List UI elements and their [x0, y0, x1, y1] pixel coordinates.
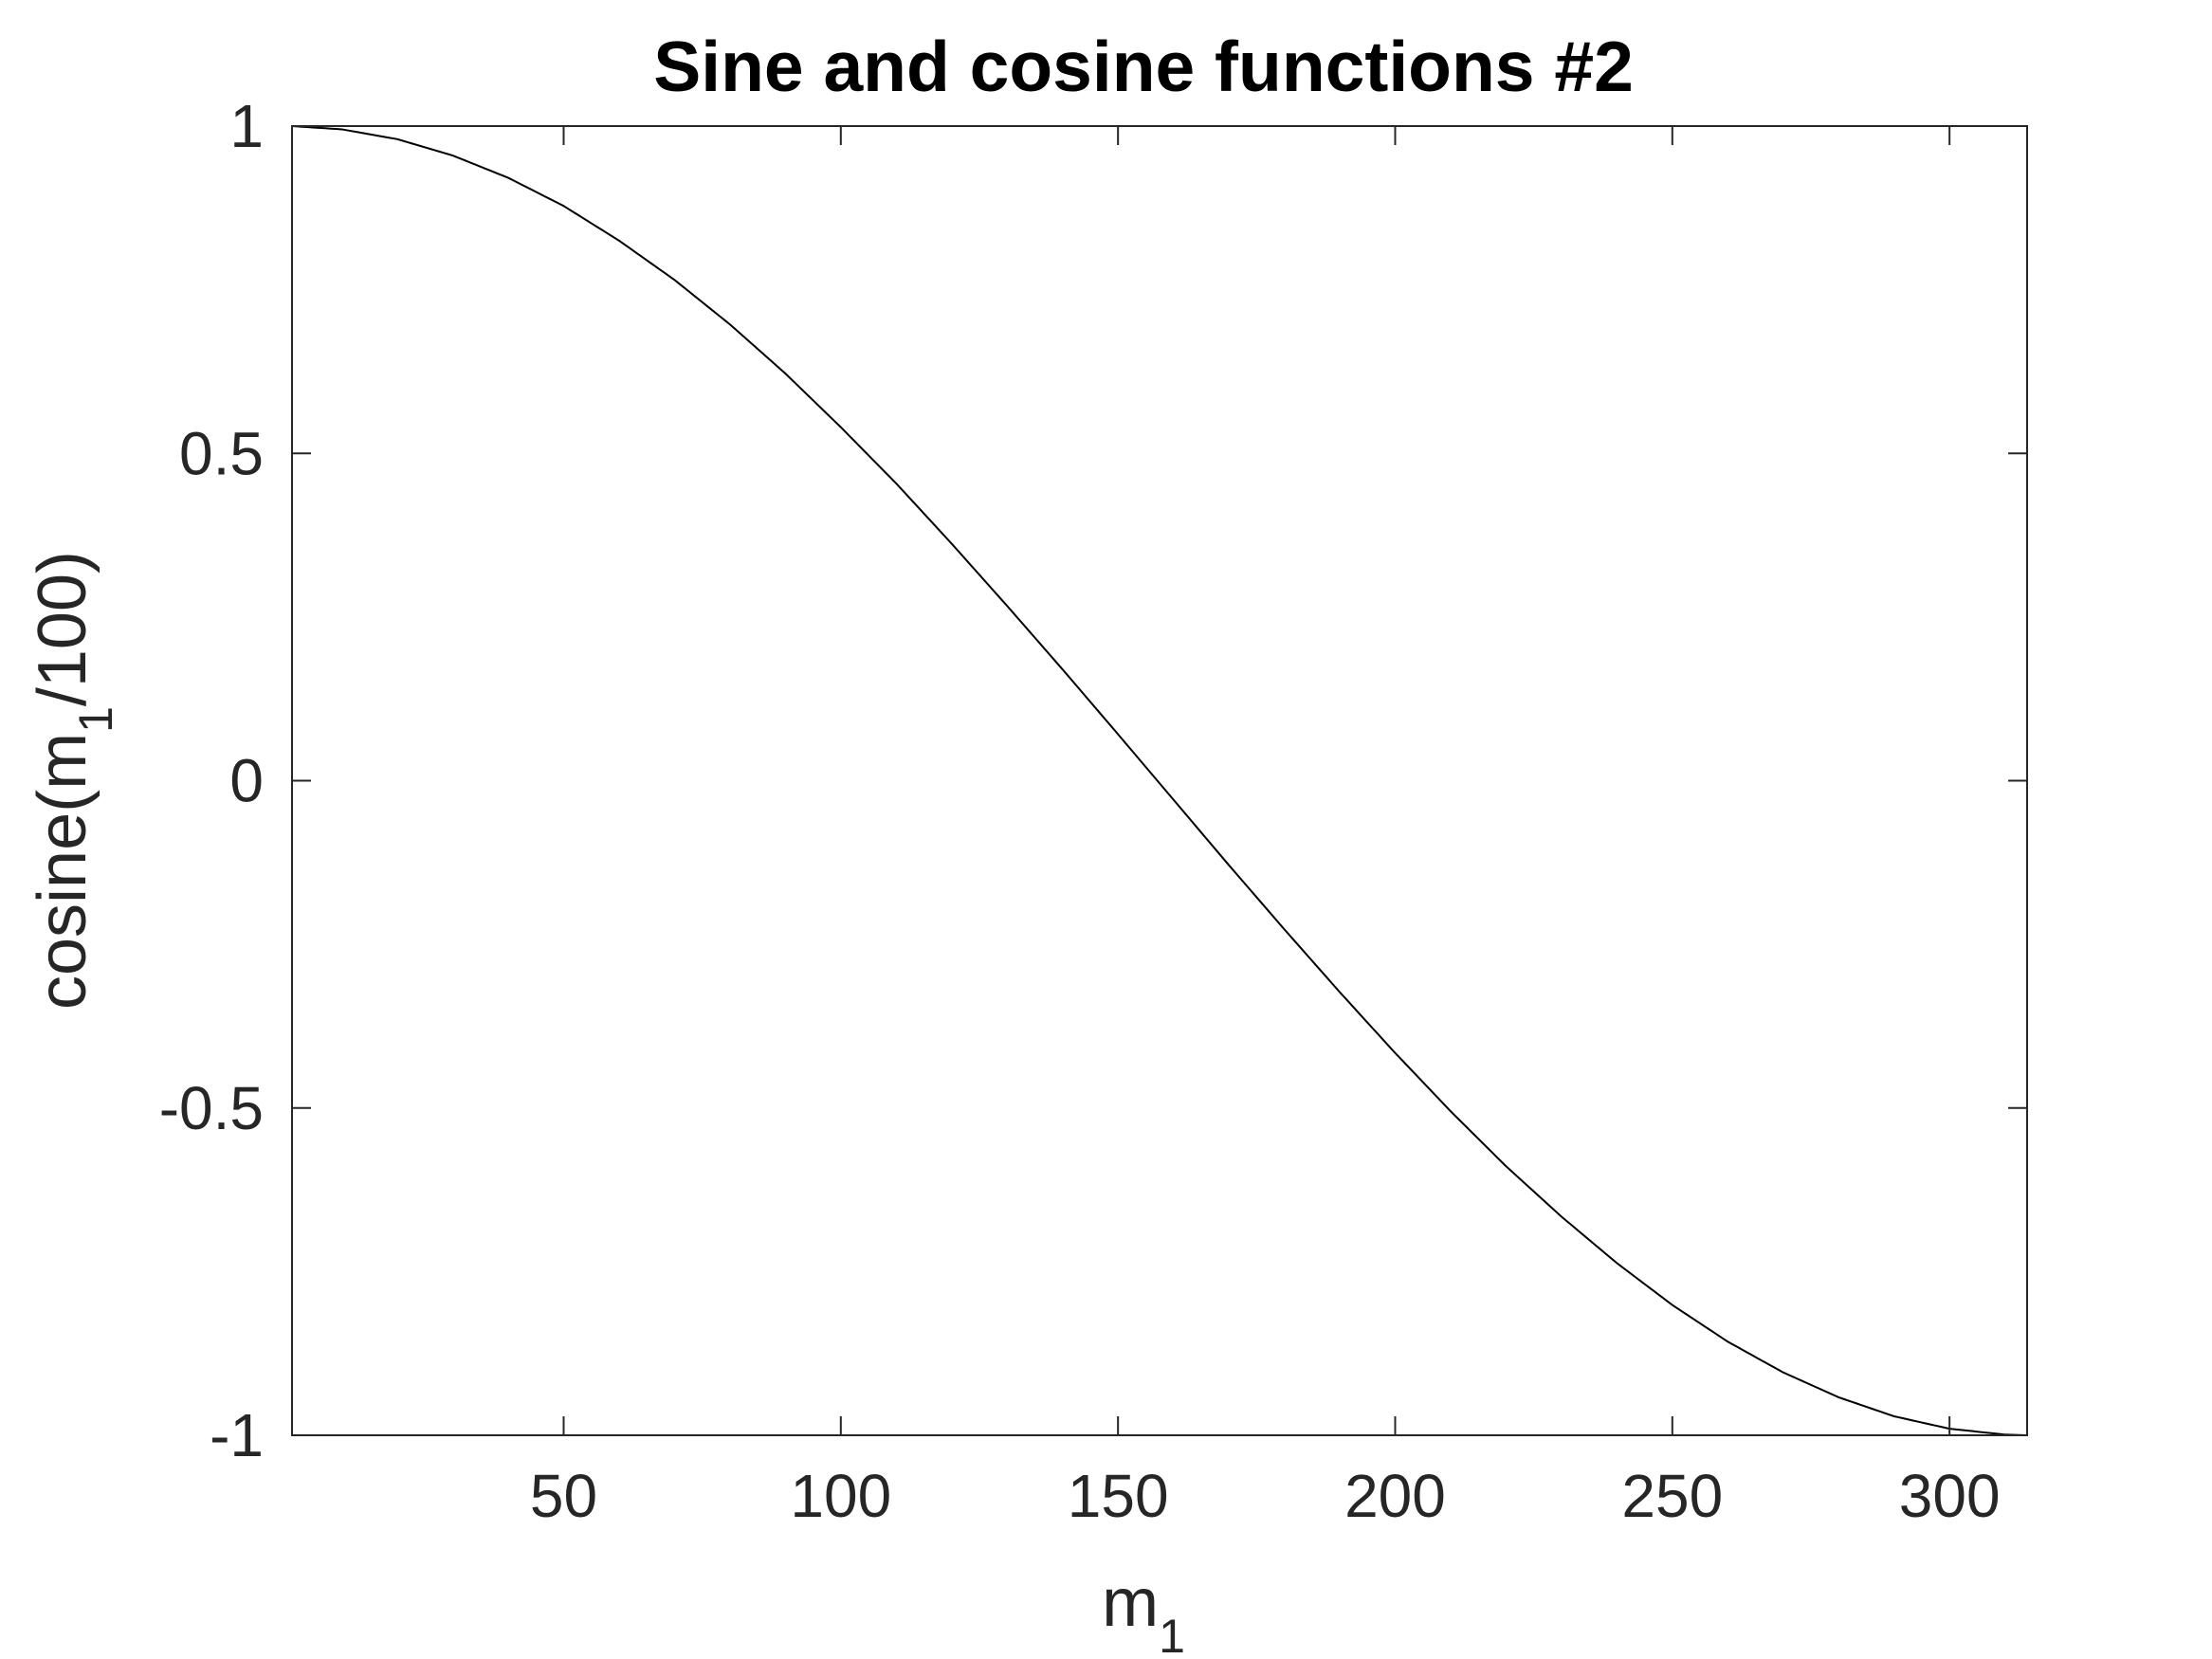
- x-tick-label: 300: [1899, 1462, 2001, 1530]
- plot-frame: [291, 125, 2028, 1436]
- y-axis-label-subscript: 1: [69, 706, 122, 733]
- y-axis-label-suffix: /100): [25, 551, 101, 706]
- chart-title: Sine and cosine functions #2: [653, 27, 1634, 106]
- y-tick-label: 1: [229, 92, 264, 160]
- x-axis-label-base: m: [1102, 1565, 1159, 1641]
- y-tick-label: -1: [210, 1401, 264, 1469]
- y-tick-label: 0.5: [179, 419, 264, 487]
- x-tick-label: 200: [1344, 1462, 1446, 1530]
- series-layer: [291, 125, 2028, 1436]
- y-tick-label: -0.5: [159, 1074, 264, 1142]
- series-line-0: [291, 125, 2028, 1436]
- x-axis-label-subscript: 1: [1159, 1610, 1185, 1659]
- plot-area: [292, 126, 2027, 1435]
- y-axis-label: cosine(m1/100): [25, 551, 122, 1010]
- x-tick-label: 100: [790, 1462, 891, 1530]
- y-tick-label: 0: [229, 747, 264, 815]
- x-tick-label: 50: [530, 1462, 597, 1530]
- x-tick-label: 150: [1068, 1462, 1169, 1530]
- x-axis-label: m1: [1102, 1565, 1185, 1659]
- x-tick-label: 250: [1621, 1462, 1723, 1530]
- y-axis-label-prefix: cosine(m: [25, 733, 101, 1010]
- tick-layer: 50 100 150 200 250 300 -1 -0.5 0 0.5 1: [159, 92, 2027, 1530]
